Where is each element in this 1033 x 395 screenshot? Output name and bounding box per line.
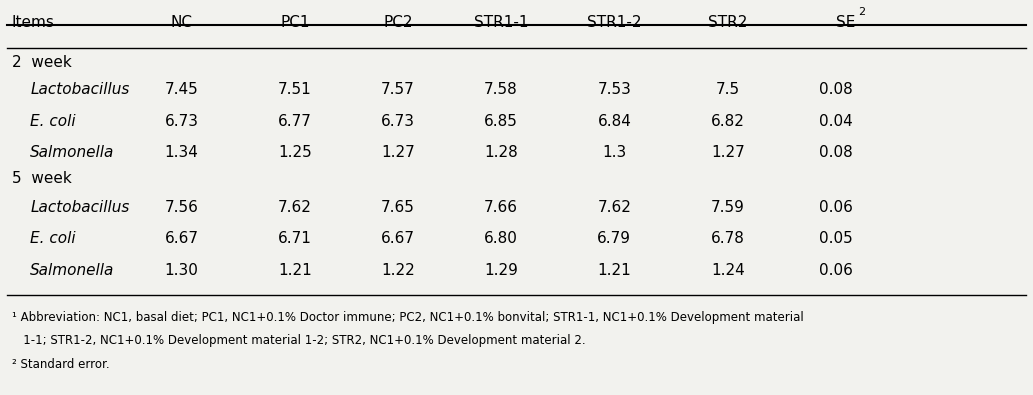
Text: 7.56: 7.56 <box>164 200 198 215</box>
Text: 6.71: 6.71 <box>278 231 312 246</box>
Text: 7.59: 7.59 <box>711 200 745 215</box>
Text: 1-1; STR1-2, NC1+0.1% Development material 1-2; STR2, NC1+0.1% Development mater: 1-1; STR1-2, NC1+0.1% Development materi… <box>11 334 586 347</box>
Text: 0.08: 0.08 <box>819 82 853 97</box>
Text: Lactobacillus: Lactobacillus <box>30 82 129 97</box>
Text: 1.28: 1.28 <box>484 145 518 160</box>
Text: 6.77: 6.77 <box>278 113 312 128</box>
Text: 6.85: 6.85 <box>484 113 518 128</box>
Text: 7.45: 7.45 <box>165 82 198 97</box>
Text: 6.67: 6.67 <box>164 231 198 246</box>
Text: 1.27: 1.27 <box>711 145 745 160</box>
Text: 1.27: 1.27 <box>381 145 415 160</box>
Text: 1.3: 1.3 <box>602 145 626 160</box>
Text: 6.67: 6.67 <box>381 231 415 246</box>
Text: 0.06: 0.06 <box>819 200 853 215</box>
Text: 6.80: 6.80 <box>484 231 518 246</box>
Text: 7.58: 7.58 <box>484 82 518 97</box>
Text: 7.62: 7.62 <box>278 200 312 215</box>
Text: 0.08: 0.08 <box>819 145 853 160</box>
Text: 6.78: 6.78 <box>711 231 745 246</box>
Text: STR1-1: STR1-1 <box>474 15 528 30</box>
Text: E. coli: E. coli <box>30 113 75 128</box>
Text: STR2: STR2 <box>708 15 748 30</box>
Text: ² Standard error.: ² Standard error. <box>11 358 109 371</box>
Text: NC: NC <box>170 15 193 30</box>
Text: 6.73: 6.73 <box>164 113 198 128</box>
Text: 6.73: 6.73 <box>381 113 415 128</box>
Text: 6.84: 6.84 <box>597 113 631 128</box>
Text: ¹ Abbreviation: NC1, basal diet; PC1, NC1+0.1% Doctor immune; PC2, NC1+0.1% bonv: ¹ Abbreviation: NC1, basal diet; PC1, NC… <box>11 310 804 324</box>
Text: PC2: PC2 <box>383 15 413 30</box>
Text: 6.82: 6.82 <box>711 113 745 128</box>
Text: 1.30: 1.30 <box>164 263 198 278</box>
Text: 0.04: 0.04 <box>819 113 853 128</box>
Text: Lactobacillus: Lactobacillus <box>30 200 129 215</box>
Text: STR1-2: STR1-2 <box>587 15 641 30</box>
Text: 1.24: 1.24 <box>711 263 745 278</box>
Text: 1.22: 1.22 <box>381 263 415 278</box>
Text: Salmonella: Salmonella <box>30 145 115 160</box>
Text: Items: Items <box>11 15 55 30</box>
Text: 1.21: 1.21 <box>278 263 312 278</box>
Text: 7.51: 7.51 <box>278 82 312 97</box>
Text: 2  week: 2 week <box>11 55 71 70</box>
Text: 7.5: 7.5 <box>716 82 740 97</box>
Text: 1.21: 1.21 <box>597 263 631 278</box>
Text: 1.34: 1.34 <box>164 145 198 160</box>
Text: Salmonella: Salmonella <box>30 263 115 278</box>
Text: 1.25: 1.25 <box>278 145 312 160</box>
Text: 7.53: 7.53 <box>597 82 631 97</box>
Text: 6.79: 6.79 <box>597 231 631 246</box>
Text: 1.29: 1.29 <box>484 263 518 278</box>
Text: E. coli: E. coli <box>30 231 75 246</box>
Text: SE: SE <box>836 15 855 30</box>
Text: 5  week: 5 week <box>11 171 71 186</box>
Text: PC1: PC1 <box>280 15 310 30</box>
Text: 0.06: 0.06 <box>819 263 853 278</box>
Text: 7.66: 7.66 <box>484 200 518 215</box>
Text: 2: 2 <box>858 7 866 17</box>
Text: 7.62: 7.62 <box>597 200 631 215</box>
Text: 0.05: 0.05 <box>819 231 853 246</box>
Text: 7.65: 7.65 <box>381 200 415 215</box>
Text: 7.57: 7.57 <box>381 82 415 97</box>
